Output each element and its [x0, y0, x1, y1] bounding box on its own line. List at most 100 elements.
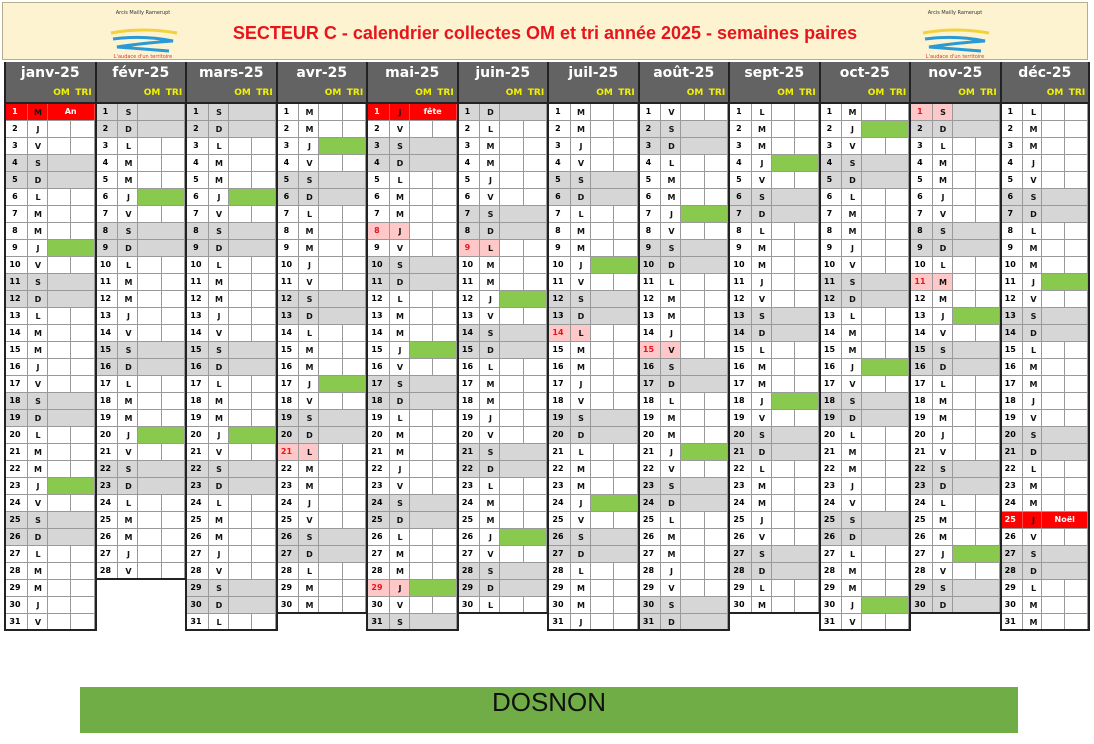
tri-cell [433, 172, 457, 188]
weekend-cell [500, 342, 547, 358]
day-number: 11 [368, 274, 390, 290]
weekday-cell [27, 291, 48, 307]
om-cell [138, 155, 162, 171]
weekday-cell [570, 546, 591, 562]
weekend-cell [681, 478, 728, 494]
month-column: sept-25 OM TRI 1 2 3 4 5 6 7 8 9 10 11 12 13 14 15 16 17 18 1… [728, 62, 819, 631]
weekday-cell [480, 342, 501, 358]
weekday-cell [752, 393, 772, 409]
day-number: 19 [368, 410, 390, 426]
weekday-cell [28, 240, 48, 256]
day-row: 15 [187, 342, 276, 359]
day-number: 16 [459, 359, 481, 375]
day-number: 12 [549, 291, 571, 307]
tri-cell [705, 223, 728, 239]
tri-cell [614, 206, 638, 222]
day-number: 5 [6, 172, 28, 188]
weekday-cell [661, 461, 682, 477]
om-cell [1042, 410, 1066, 426]
day-number: 24 [97, 495, 119, 511]
day-number: 31 [549, 614, 571, 629]
om-cell [410, 189, 434, 205]
weekend-cell [138, 461, 185, 477]
day-row: 6 [458, 189, 547, 206]
tri-cell [976, 155, 1000, 171]
column-headers: OM TRI [368, 84, 457, 104]
om-cell [591, 104, 615, 120]
day-number: 2 [187, 121, 209, 137]
weekend-cell [590, 291, 638, 307]
om-header: OM [1046, 88, 1064, 98]
day-number: 7 [730, 206, 752, 222]
day-row: 9 [730, 240, 819, 257]
tri-cell [976, 495, 1000, 511]
day-row: 31 [368, 614, 457, 631]
day-row: 26 [1001, 529, 1088, 546]
day-row: 11 [1001, 274, 1088, 291]
day-row: 31 [6, 614, 95, 631]
day-number: 5 [187, 172, 209, 188]
weekday-cell [661, 172, 682, 188]
day-number: 20 [821, 427, 843, 443]
weekend-cell [138, 121, 185, 137]
weekday-cell [118, 342, 139, 358]
om-cell [500, 512, 524, 528]
weekday-cell [842, 223, 863, 239]
day-number: 18 [6, 393, 28, 409]
weekday-cell [752, 257, 772, 273]
day-number: 17 [6, 376, 28, 392]
om-cell [229, 495, 253, 511]
column-headers: OM TRI [458, 84, 547, 104]
tri-cell [886, 563, 909, 579]
weekend-cell [47, 529, 95, 545]
om-cell [319, 121, 343, 137]
column-headers: OM TRI [639, 84, 728, 104]
day-number: 19 [820, 410, 843, 426]
day-row: 7 [730, 206, 819, 223]
day-row: 13 [549, 308, 638, 325]
tri-cell [433, 444, 457, 460]
weekend-cell [228, 121, 276, 137]
om-cell [1042, 495, 1066, 511]
weekday-cell [932, 240, 953, 256]
day-number: 4 [459, 155, 481, 171]
day-row: 19 [6, 410, 95, 427]
day-number: 8 [821, 223, 843, 239]
day-row: 14 [1001, 325, 1088, 342]
weekday-cell [118, 308, 139, 324]
weekday-cell [752, 104, 772, 120]
day-number: 24 [639, 495, 662, 511]
day-number: 2 [1002, 121, 1023, 137]
om-cell [500, 138, 524, 154]
weekday-cell [842, 189, 863, 205]
day-row: 11 [187, 274, 276, 291]
tri-cell [433, 325, 457, 341]
weekday-cell [299, 376, 320, 392]
day-row: 18 [730, 393, 819, 410]
day-number: 25 [97, 512, 119, 528]
day-number: 26 [640, 529, 662, 545]
om-cell [953, 138, 977, 154]
day-number: 30 [278, 597, 300, 612]
weekend-cell [771, 206, 819, 222]
weekday-cell [752, 529, 772, 545]
tri-cell [252, 172, 276, 188]
tri-cell [795, 529, 819, 545]
weekday-cell [661, 597, 682, 613]
tri-cell [976, 393, 1000, 409]
tri-header: TRI [799, 88, 816, 98]
day-row: 22 [277, 461, 366, 478]
om-cell [48, 121, 72, 137]
day-number: 21 [821, 444, 843, 460]
day-number: 9 [639, 240, 662, 256]
tri-cell [614, 393, 638, 409]
weekday-cell [661, 546, 682, 562]
day-number: 20 [277, 427, 300, 443]
day-number: 15 [187, 342, 209, 358]
day-number: 12 [911, 291, 933, 307]
day-row: 25 [639, 512, 728, 529]
om-cell [591, 478, 615, 494]
tri-cell [705, 393, 728, 409]
day-number: 4 [368, 155, 390, 171]
day-number: 21 [368, 444, 390, 460]
